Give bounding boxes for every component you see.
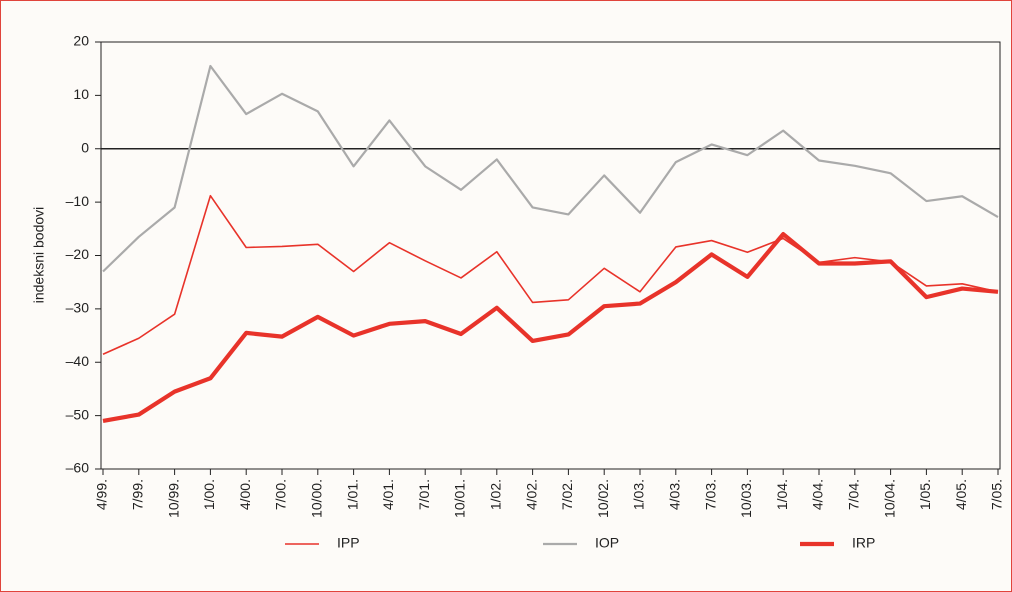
x-tick-label: 10/01. <box>452 479 468 518</box>
y-axis-label: indeksni bodovi <box>31 207 47 304</box>
x-tick-label: 1/05. <box>917 479 933 510</box>
y-tick-label: –20 <box>66 246 90 262</box>
y-tick-label: 10 <box>73 86 89 102</box>
x-tick-label: 10/00. <box>309 479 325 518</box>
x-tick-label: 4/03. <box>667 479 683 510</box>
x-tick-label: 7/03. <box>702 479 718 510</box>
x-tick-label: 1/01. <box>344 479 360 510</box>
x-tick-label: 7/00. <box>273 479 289 510</box>
y-tick-label: –60 <box>66 460 90 476</box>
y-tick-label: –40 <box>66 353 90 369</box>
x-tick-label: 10/02. <box>595 479 611 518</box>
x-tick-label: 7/01. <box>416 479 432 510</box>
x-tick-label: 10/04. <box>881 479 897 518</box>
x-tick-label: 4/02. <box>523 479 539 510</box>
y-tick-label: –50 <box>66 406 90 422</box>
x-tick-label: 4/04. <box>810 479 826 510</box>
y-tick-label: 20 <box>73 33 89 49</box>
x-tick-label: 1/02. <box>488 479 504 510</box>
legend-label: IPP <box>337 535 360 551</box>
x-tick-label: 4/05. <box>953 479 969 510</box>
series-line <box>102 194 999 355</box>
x-tick-label: 10/99. <box>165 479 181 518</box>
series-line <box>102 232 999 424</box>
x-tick-label: 1/00. <box>201 479 217 510</box>
y-tick-label: 0 <box>81 139 89 155</box>
y-tick-label: –30 <box>66 300 90 316</box>
x-tick-label: 4/00. <box>237 479 253 510</box>
legend-label: IOP <box>595 535 619 551</box>
x-tick-label: 10/03. <box>738 479 754 518</box>
plot-area <box>100 41 1001 470</box>
x-tick-label: 4/01. <box>380 479 396 510</box>
x-tick-label: 7/99. <box>130 479 146 510</box>
y-tick-label: –10 <box>66 193 90 209</box>
x-tick-label: 7/05. <box>989 479 1005 510</box>
x-tick-label: 1/04. <box>774 479 790 510</box>
series-line <box>102 64 999 273</box>
legend-label: IRP <box>852 535 875 551</box>
x-tick-label: 7/02. <box>559 479 575 510</box>
x-tick-label: 4/99. <box>94 479 110 510</box>
x-tick-label: 7/04. <box>846 479 862 510</box>
x-tick-label: 1/03. <box>631 479 647 510</box>
